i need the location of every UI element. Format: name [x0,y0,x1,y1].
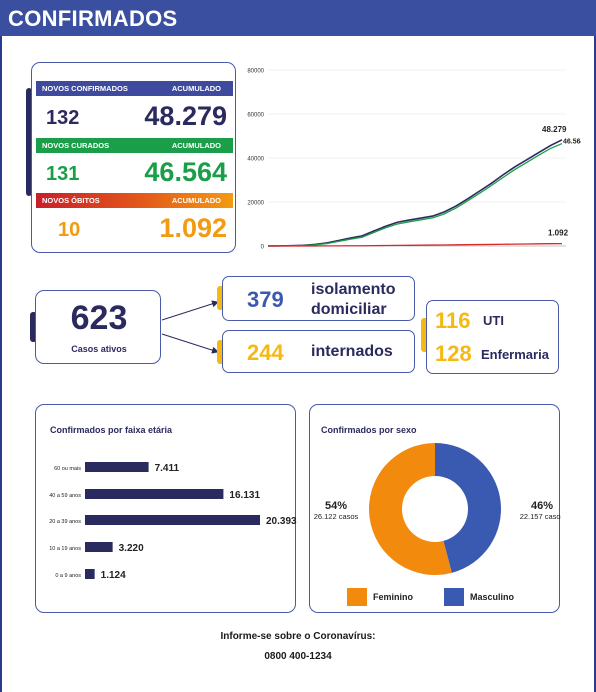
arrow-to-hospitalized [161,333,219,354]
sex-panel: Confirmados por sexo 46% 22.157 casos 54% 2… [309,404,561,613]
cured-acc-label: ACUMULADO [171,141,221,150]
y-tick-label: 80000 [247,69,264,75]
cumulative-line-chart: 0 20000 40000 60000 80000 48.279 46.564 1.092 [247,69,581,251]
deaths-band: NOVOS ÓBITOS ACUMULADO [36,193,233,208]
new-confirmed-value: 132 [46,107,80,129]
confirmed-acc-value: 48.279 [144,101,227,131]
isolation-count: 379 [247,287,284,312]
bar-category-label: 40 a 59 anos [49,493,81,499]
age-bar [85,515,260,525]
age-panel-title: Confirmados por faixa etária [50,425,173,435]
bar-category-label: 0 a 9 anos [55,573,81,579]
bar-value-label: 16.131 [229,490,260,501]
bar-category-label: 10 a 19 anos [49,546,81,552]
slice-count-label: 22.157 casos [520,512,561,521]
confirmed-band: NOVOS CONFIRMADOS ACUMULADO [36,81,233,96]
bar-category-label: 20 a 39 anos [49,519,81,525]
bar-value-label: 20.393 [266,516,297,527]
ward-label: Enfermaria [481,347,549,362]
isolation-accent-bar [217,286,224,310]
hospitalized-count: 244 [247,340,284,365]
uti-accent-bar [421,318,428,352]
active-accent-bar [30,312,37,342]
bar-value-label: 3.220 [119,543,144,554]
legend-swatch [444,588,464,606]
age-bar [85,489,224,499]
ward-count: 128 [435,341,472,366]
active-cases-label: Casos ativos [71,344,127,354]
deaths-acc-label: ACUMULADO [171,196,221,205]
age-bar-chart: 60 ou mais 7.411 40 a 59 anos 16.131 20 a 39… [49,462,297,581]
donut-slice [369,443,452,575]
sex-donut-chart: 46%22.157 casos 54%26.122 casos Feminino Ma… [314,443,561,606]
uti-count: 116 [435,308,471,333]
uti-ward-box: 116 UTI 128 Enfermaria [426,300,559,374]
y-tick-label: 20000 [247,201,264,207]
series-line [267,139,563,247]
arrow-to-isolation [161,300,219,321]
legend-label: Masculino [470,592,515,602]
isolation-label-line1: isolamento [311,281,396,298]
active-cases-count: 623 [70,299,128,337]
header-banner: CONFIRMADOS [0,0,596,36]
series-line [267,142,563,247]
hospitalized-box: 244 internados [222,330,415,373]
bar-category-label: 60 ou mais [54,466,81,472]
stats-panel: NOVOS CONFIRMADOS ACUMULADO 132 48.279 N… [31,62,236,253]
slice-pct-label: 54% [325,500,347,512]
donut-slice [435,443,501,573]
confirmed-acc-label: ACUMULADO [171,84,221,93]
new-deaths-value: 10 [58,219,81,241]
slice-pct-label: 46% [531,500,553,512]
isolation-box: 379 isolamento domiciliar [222,276,415,321]
footer-info: Informe-se sobre o Coronavírus: [220,631,376,642]
series-end-label: 46.564 [563,139,581,146]
y-tick-label: 40000 [247,157,264,163]
hospitalized-label: internados [311,343,393,360]
series-end-label: 48.279 [542,125,567,134]
uti-label: UTI [483,313,504,328]
y-tick-label: 0 [261,245,265,251]
bar-value-label: 1.124 [101,570,126,581]
sex-panel-title: Confirmados por sexo [321,425,417,435]
footer-phone[interactable]: 0800 400-1234 [264,651,332,662]
new-cured-label: NOVOS CURADOS [42,141,110,150]
age-bar [85,569,95,579]
active-cases-box: 623 Casos ativos [35,290,161,364]
series-end-label: 1.092 [548,229,569,238]
stats-accent-bar [26,88,32,196]
y-tick-label: 60000 [247,113,264,119]
age-bar [85,542,113,552]
new-confirmed-label: NOVOS CONFIRMADOS [42,84,128,93]
cured-acc-value: 46.564 [144,157,227,187]
bar-value-label: 7.411 [155,463,180,474]
slice-count-label: 26.122 casos [314,512,359,521]
page-border [0,36,596,692]
age-panel: Confirmados por faixa etária 60 ou mais 7… [35,404,297,613]
legend-label: Feminino [373,592,414,602]
cured-band: NOVOS CURADOS ACUMULADO [36,138,233,153]
series-line [267,242,563,247]
deaths-acc-value: 1.092 [159,213,227,243]
isolation-label-line2: domiciliar [311,301,387,318]
hospitalized-accent-bar [217,340,224,364]
legend-swatch [347,588,367,606]
age-bar [85,462,149,472]
page-title: CONFIRMADOS [8,6,178,31]
breakdown-arrows [161,300,219,354]
new-cured-value: 131 [46,163,80,185]
new-deaths-label: NOVOS ÓBITOS [42,196,100,205]
